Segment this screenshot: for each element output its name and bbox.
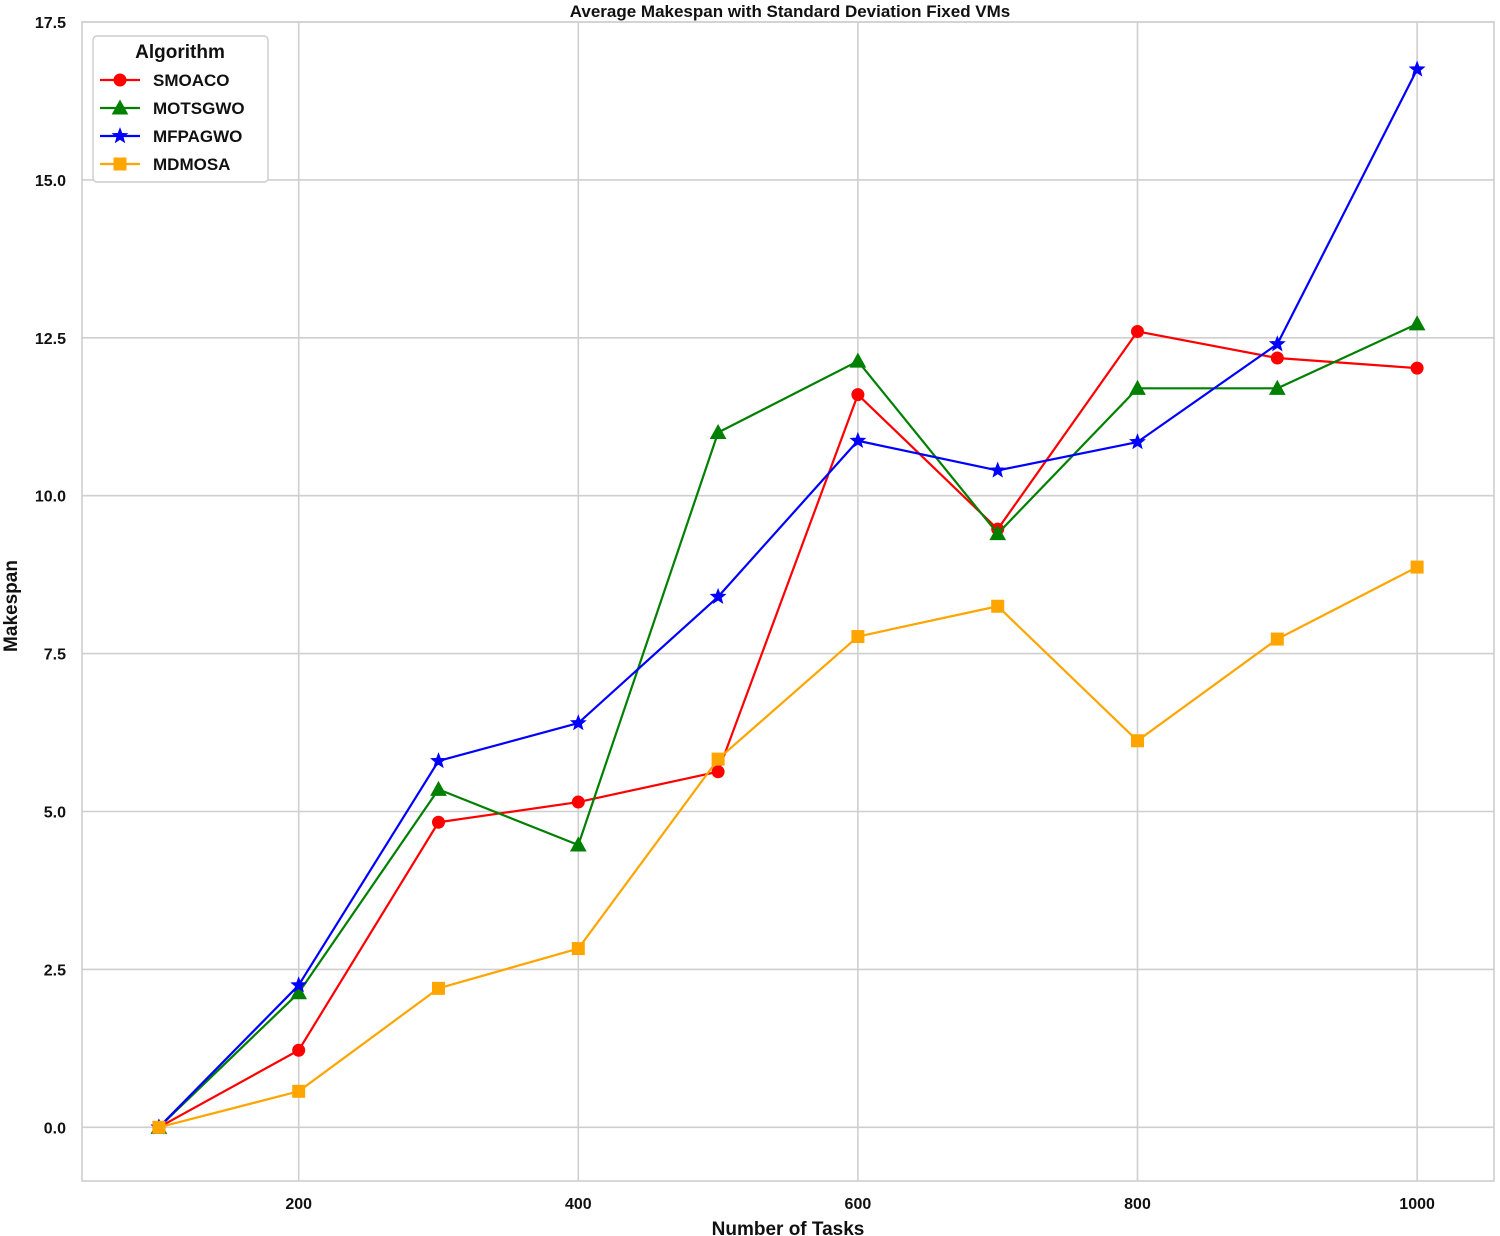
legend-item-smoaco: SMOACO [100, 71, 230, 90]
legend-label-mfpagwo: MFPAGWO [153, 127, 242, 146]
series-mdmosa [152, 560, 1424, 1134]
x-axis-label: Number of Tasks [712, 1219, 865, 1236]
grid [82, 21, 1494, 1181]
series-line-motsgwo [158, 322, 1418, 1129]
data-point-smoaco [711, 765, 725, 779]
legend-items: SMOACO MOTSGWO MFPAGWO MDMOSA [100, 71, 245, 174]
y-tick-label: 7.5 [44, 647, 66, 664]
data-point-smoaco [851, 388, 865, 402]
data-point-mfpagwo [709, 587, 727, 604]
data-point-mdmosa [991, 599, 1005, 613]
y-tick-label: 12.5 [35, 331, 66, 348]
data-point-smoaco [1270, 351, 1284, 365]
legend: Algorithm SMOACO MOTSGWO MFPAGWO MDMOSA [92, 35, 269, 183]
data-point-motsgwo [1268, 379, 1286, 395]
data-point-mfpagwo [290, 976, 308, 993]
legend-marker-smoaco [113, 73, 127, 87]
data-point-motsgwo [1408, 315, 1426, 331]
data-point-mfpagwo [430, 752, 447, 769]
data-point-motsgwo [430, 780, 447, 796]
y-tick-label: 2.5 [44, 962, 66, 979]
legend-title: Algorithm [135, 42, 225, 63]
data-point-motsgwo [290, 984, 308, 1000]
y-tick-label: 10.0 [35, 489, 66, 506]
legend-marker-mfpagwo [111, 127, 129, 144]
legend-marker-mdmosa [113, 157, 127, 171]
data-point-smoaco [1410, 361, 1424, 375]
data-point-mdmosa [711, 752, 725, 766]
data-point-mdmosa [851, 630, 865, 644]
data-point-mfpagwo [569, 714, 587, 731]
data-point-mfpagwo [1408, 60, 1426, 77]
data-point-motsgwo [569, 836, 587, 852]
legend-label-mdmosa: MDMOSA [153, 155, 230, 174]
x-tick-label: 400 [565, 1196, 592, 1213]
series-mfpagwo [150, 60, 1426, 1135]
data-point-motsgwo [1129, 379, 1146, 395]
data-point-smoaco [431, 815, 445, 829]
series-line-smoaco [158, 330, 1418, 1129]
data-point-mdmosa [1410, 560, 1424, 574]
y-tick-label: 5.0 [44, 805, 66, 822]
legend-item-motsgwo: MOTSGWO [100, 99, 245, 118]
data-point-mfpagwo [1129, 433, 1146, 450]
x-tick-label: 1000 [1399, 1196, 1435, 1213]
plot-frame [81, 21, 1495, 1182]
data-point-smoaco [1131, 324, 1145, 338]
x-tick-label: 600 [845, 1196, 872, 1213]
legend-box [92, 35, 269, 183]
data-point-motsgwo [709, 424, 727, 440]
data-point-mfpagwo [849, 431, 867, 448]
data-point-mdmosa [431, 981, 445, 995]
x-tick-label: 800 [1124, 1196, 1151, 1213]
series-motsgwo [150, 315, 1426, 1134]
series-line-mdmosa [158, 566, 1418, 1129]
data-point-mdmosa [1131, 734, 1145, 748]
data-point-mdmosa [1270, 632, 1284, 646]
legend-item-mdmosa: MDMOSA [100, 155, 230, 174]
y-tick-label: 17.5 [35, 15, 66, 32]
data-point-smoaco [571, 795, 585, 809]
data-point-mdmosa [292, 1084, 306, 1098]
legend-marker-motsgwo [111, 99, 129, 115]
legend-item-mfpagwo: MFPAGWO [100, 127, 242, 146]
series-layer [150, 60, 1426, 1135]
data-point-mfpagwo [1268, 335, 1286, 352]
y-axis-label: Makespan [1, 560, 22, 652]
y-tick-label: 15.0 [35, 173, 66, 190]
chart-title: Average Makespan with Standard Deviation… [570, 2, 1011, 21]
x-tick-label: 200 [285, 1196, 312, 1213]
legend-label-smoaco: SMOACO [153, 71, 230, 90]
tick-labels: 0.0 2.5 5.0 7.5 10.0 12.5 15.0 17.5 200 400 600 800… [35, 15, 1435, 1213]
data-point-mfpagwo [989, 461, 1007, 478]
legend-label-motsgwo: MOTSGWO [153, 99, 245, 118]
data-point-mdmosa [152, 1120, 166, 1134]
data-point-mdmosa [571, 942, 585, 956]
series-line-mfpagwo [158, 68, 1419, 1129]
y-tick-label: 0.0 [44, 1120, 66, 1137]
series-smoaco [152, 324, 1424, 1134]
data-point-motsgwo [849, 352, 867, 368]
data-point-smoaco [292, 1043, 306, 1057]
data-point-motsgwo [989, 525, 1007, 541]
